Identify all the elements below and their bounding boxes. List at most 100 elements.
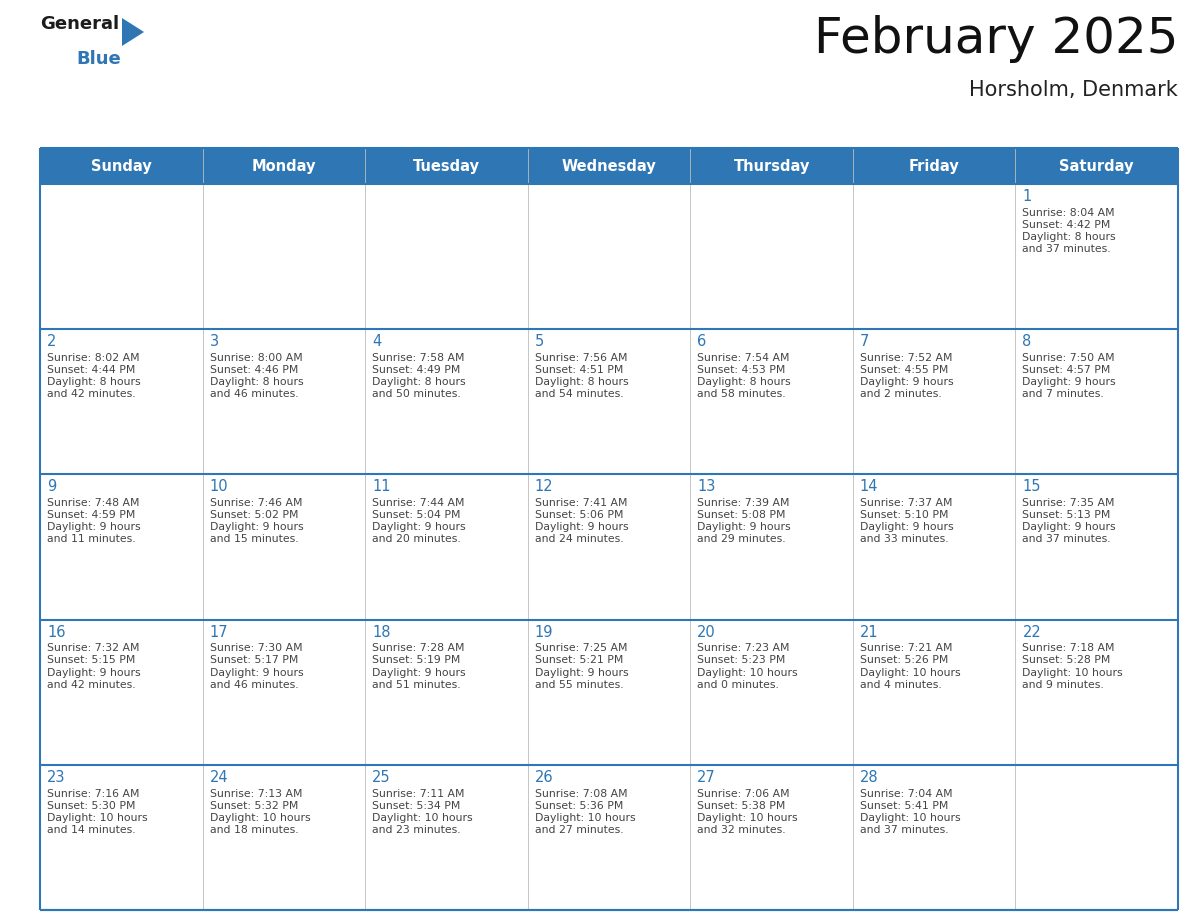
Text: Sunrise: 7:35 AM: Sunrise: 7:35 AM [1023,498,1114,509]
Text: 27: 27 [697,770,716,785]
Text: and 11 minutes.: and 11 minutes. [48,534,135,544]
Bar [1016,475,1178,620]
Text: and 51 minutes.: and 51 minutes. [372,679,461,689]
Text: 2: 2 [48,334,56,349]
Text: 21: 21 [860,624,878,640]
Text: Daylight: 10 hours: Daylight: 10 hours [697,667,798,677]
Text: Horsholm, Denmark: Horsholm, Denmark [969,80,1178,100]
Text: and 37 minutes.: and 37 minutes. [860,825,948,834]
Text: Sunrise: 7:50 AM: Sunrise: 7:50 AM [1023,353,1116,363]
Text: 14: 14 [860,479,878,495]
Text: and 37 minutes.: and 37 minutes. [1023,244,1111,254]
Text: Daylight: 9 hours: Daylight: 9 hours [860,522,954,532]
Text: February 2025: February 2025 [814,15,1178,63]
Bar [40,765,203,910]
Text: and 32 minutes.: and 32 minutes. [697,825,786,834]
Text: Daylight: 10 hours: Daylight: 10 hours [697,812,798,823]
Text: Sunset: 4:42 PM: Sunset: 4:42 PM [1023,220,1111,230]
Text: Daylight: 8 hours: Daylight: 8 hours [697,377,791,387]
Bar [853,184,1016,330]
Text: Sunset: 4:44 PM: Sunset: 4:44 PM [48,365,135,375]
Text: 8: 8 [1023,334,1031,349]
Text: Daylight: 9 hours: Daylight: 9 hours [860,377,954,387]
Polygon shape [122,18,144,46]
Bar [40,184,1178,910]
Text: 6: 6 [697,334,707,349]
Text: 16: 16 [48,624,65,640]
Text: Sunrise: 7:25 AM: Sunrise: 7:25 AM [535,644,627,654]
Text: Sunset: 4:57 PM: Sunset: 4:57 PM [1023,365,1111,375]
Text: Daylight: 9 hours: Daylight: 9 hours [372,522,466,532]
Text: Sunrise: 7:08 AM: Sunrise: 7:08 AM [535,789,627,799]
Text: Sunrise: 7:06 AM: Sunrise: 7:06 AM [697,789,790,799]
Text: 22: 22 [1023,624,1041,640]
Text: 19: 19 [535,624,554,640]
Text: Sunset: 5:17 PM: Sunset: 5:17 PM [209,655,298,666]
Text: Daylight: 8 hours: Daylight: 8 hours [48,377,140,387]
Text: and 7 minutes.: and 7 minutes. [1023,389,1104,399]
Text: and 46 minutes.: and 46 minutes. [209,679,298,689]
Text: Daylight: 9 hours: Daylight: 9 hours [209,667,303,677]
Text: Daylight: 9 hours: Daylight: 9 hours [1023,522,1116,532]
Bar [1016,765,1178,910]
Text: Sunset: 5:23 PM: Sunset: 5:23 PM [697,655,785,666]
Bar [40,475,203,620]
Text: 20: 20 [697,624,716,640]
Text: Sunrise: 7:04 AM: Sunrise: 7:04 AM [860,789,953,799]
Bar [690,765,853,910]
Text: 13: 13 [697,479,715,495]
Text: and 37 minutes.: and 37 minutes. [1023,534,1111,544]
Text: 5: 5 [535,334,544,349]
Bar [203,184,365,330]
Text: and 58 minutes.: and 58 minutes. [697,389,786,399]
Text: Sunrise: 7:23 AM: Sunrise: 7:23 AM [697,644,790,654]
Bar [40,148,1178,184]
Text: Sunset: 5:28 PM: Sunset: 5:28 PM [1023,655,1111,666]
Text: Sunset: 5:15 PM: Sunset: 5:15 PM [48,655,135,666]
Text: Daylight: 8 hours: Daylight: 8 hours [209,377,303,387]
Text: Daylight: 10 hours: Daylight: 10 hours [535,812,636,823]
Text: Sunday: Sunday [91,159,152,174]
Text: Sunrise: 7:30 AM: Sunrise: 7:30 AM [209,644,302,654]
Text: and 14 minutes.: and 14 minutes. [48,825,135,834]
Text: Daylight: 9 hours: Daylight: 9 hours [535,522,628,532]
Bar [1016,620,1178,765]
Text: Sunrise: 7:21 AM: Sunrise: 7:21 AM [860,644,953,654]
Text: Daylight: 10 hours: Daylight: 10 hours [1023,667,1123,677]
Text: Saturday: Saturday [1060,159,1135,174]
Text: Sunset: 5:10 PM: Sunset: 5:10 PM [860,510,948,521]
Bar [690,330,853,475]
Text: 18: 18 [372,624,391,640]
Text: Sunset: 5:21 PM: Sunset: 5:21 PM [535,655,623,666]
Text: General: General [40,15,119,33]
Text: and 33 minutes.: and 33 minutes. [860,534,948,544]
Text: 15: 15 [1023,479,1041,495]
Text: Daylight: 9 hours: Daylight: 9 hours [1023,377,1116,387]
Text: Sunrise: 8:04 AM: Sunrise: 8:04 AM [1023,207,1116,218]
Text: and 24 minutes.: and 24 minutes. [535,534,624,544]
Text: and 55 minutes.: and 55 minutes. [535,679,624,689]
Text: Daylight: 9 hours: Daylight: 9 hours [697,522,791,532]
Text: and 2 minutes.: and 2 minutes. [860,389,942,399]
Bar [527,765,690,910]
Text: and 42 minutes.: and 42 minutes. [48,679,135,689]
Text: Sunrise: 7:13 AM: Sunrise: 7:13 AM [209,789,302,799]
Text: Daylight: 8 hours: Daylight: 8 hours [535,377,628,387]
Bar [853,475,1016,620]
Text: and 27 minutes.: and 27 minutes. [535,825,624,834]
Text: Sunset: 5:19 PM: Sunset: 5:19 PM [372,655,461,666]
Text: Daylight: 9 hours: Daylight: 9 hours [535,667,628,677]
Text: 12: 12 [535,479,554,495]
Text: 24: 24 [209,770,228,785]
Text: Sunset: 5:36 PM: Sunset: 5:36 PM [535,800,623,811]
Text: Daylight: 8 hours: Daylight: 8 hours [1023,232,1116,242]
Bar [690,475,853,620]
Text: Sunset: 5:34 PM: Sunset: 5:34 PM [372,800,461,811]
Text: 23: 23 [48,770,65,785]
Text: and 15 minutes.: and 15 minutes. [209,534,298,544]
Text: Sunset: 5:04 PM: Sunset: 5:04 PM [372,510,461,521]
Text: Sunrise: 7:37 AM: Sunrise: 7:37 AM [860,498,953,509]
Text: 9: 9 [48,479,56,495]
Text: and 0 minutes.: and 0 minutes. [697,679,779,689]
Text: and 9 minutes.: and 9 minutes. [1023,679,1104,689]
